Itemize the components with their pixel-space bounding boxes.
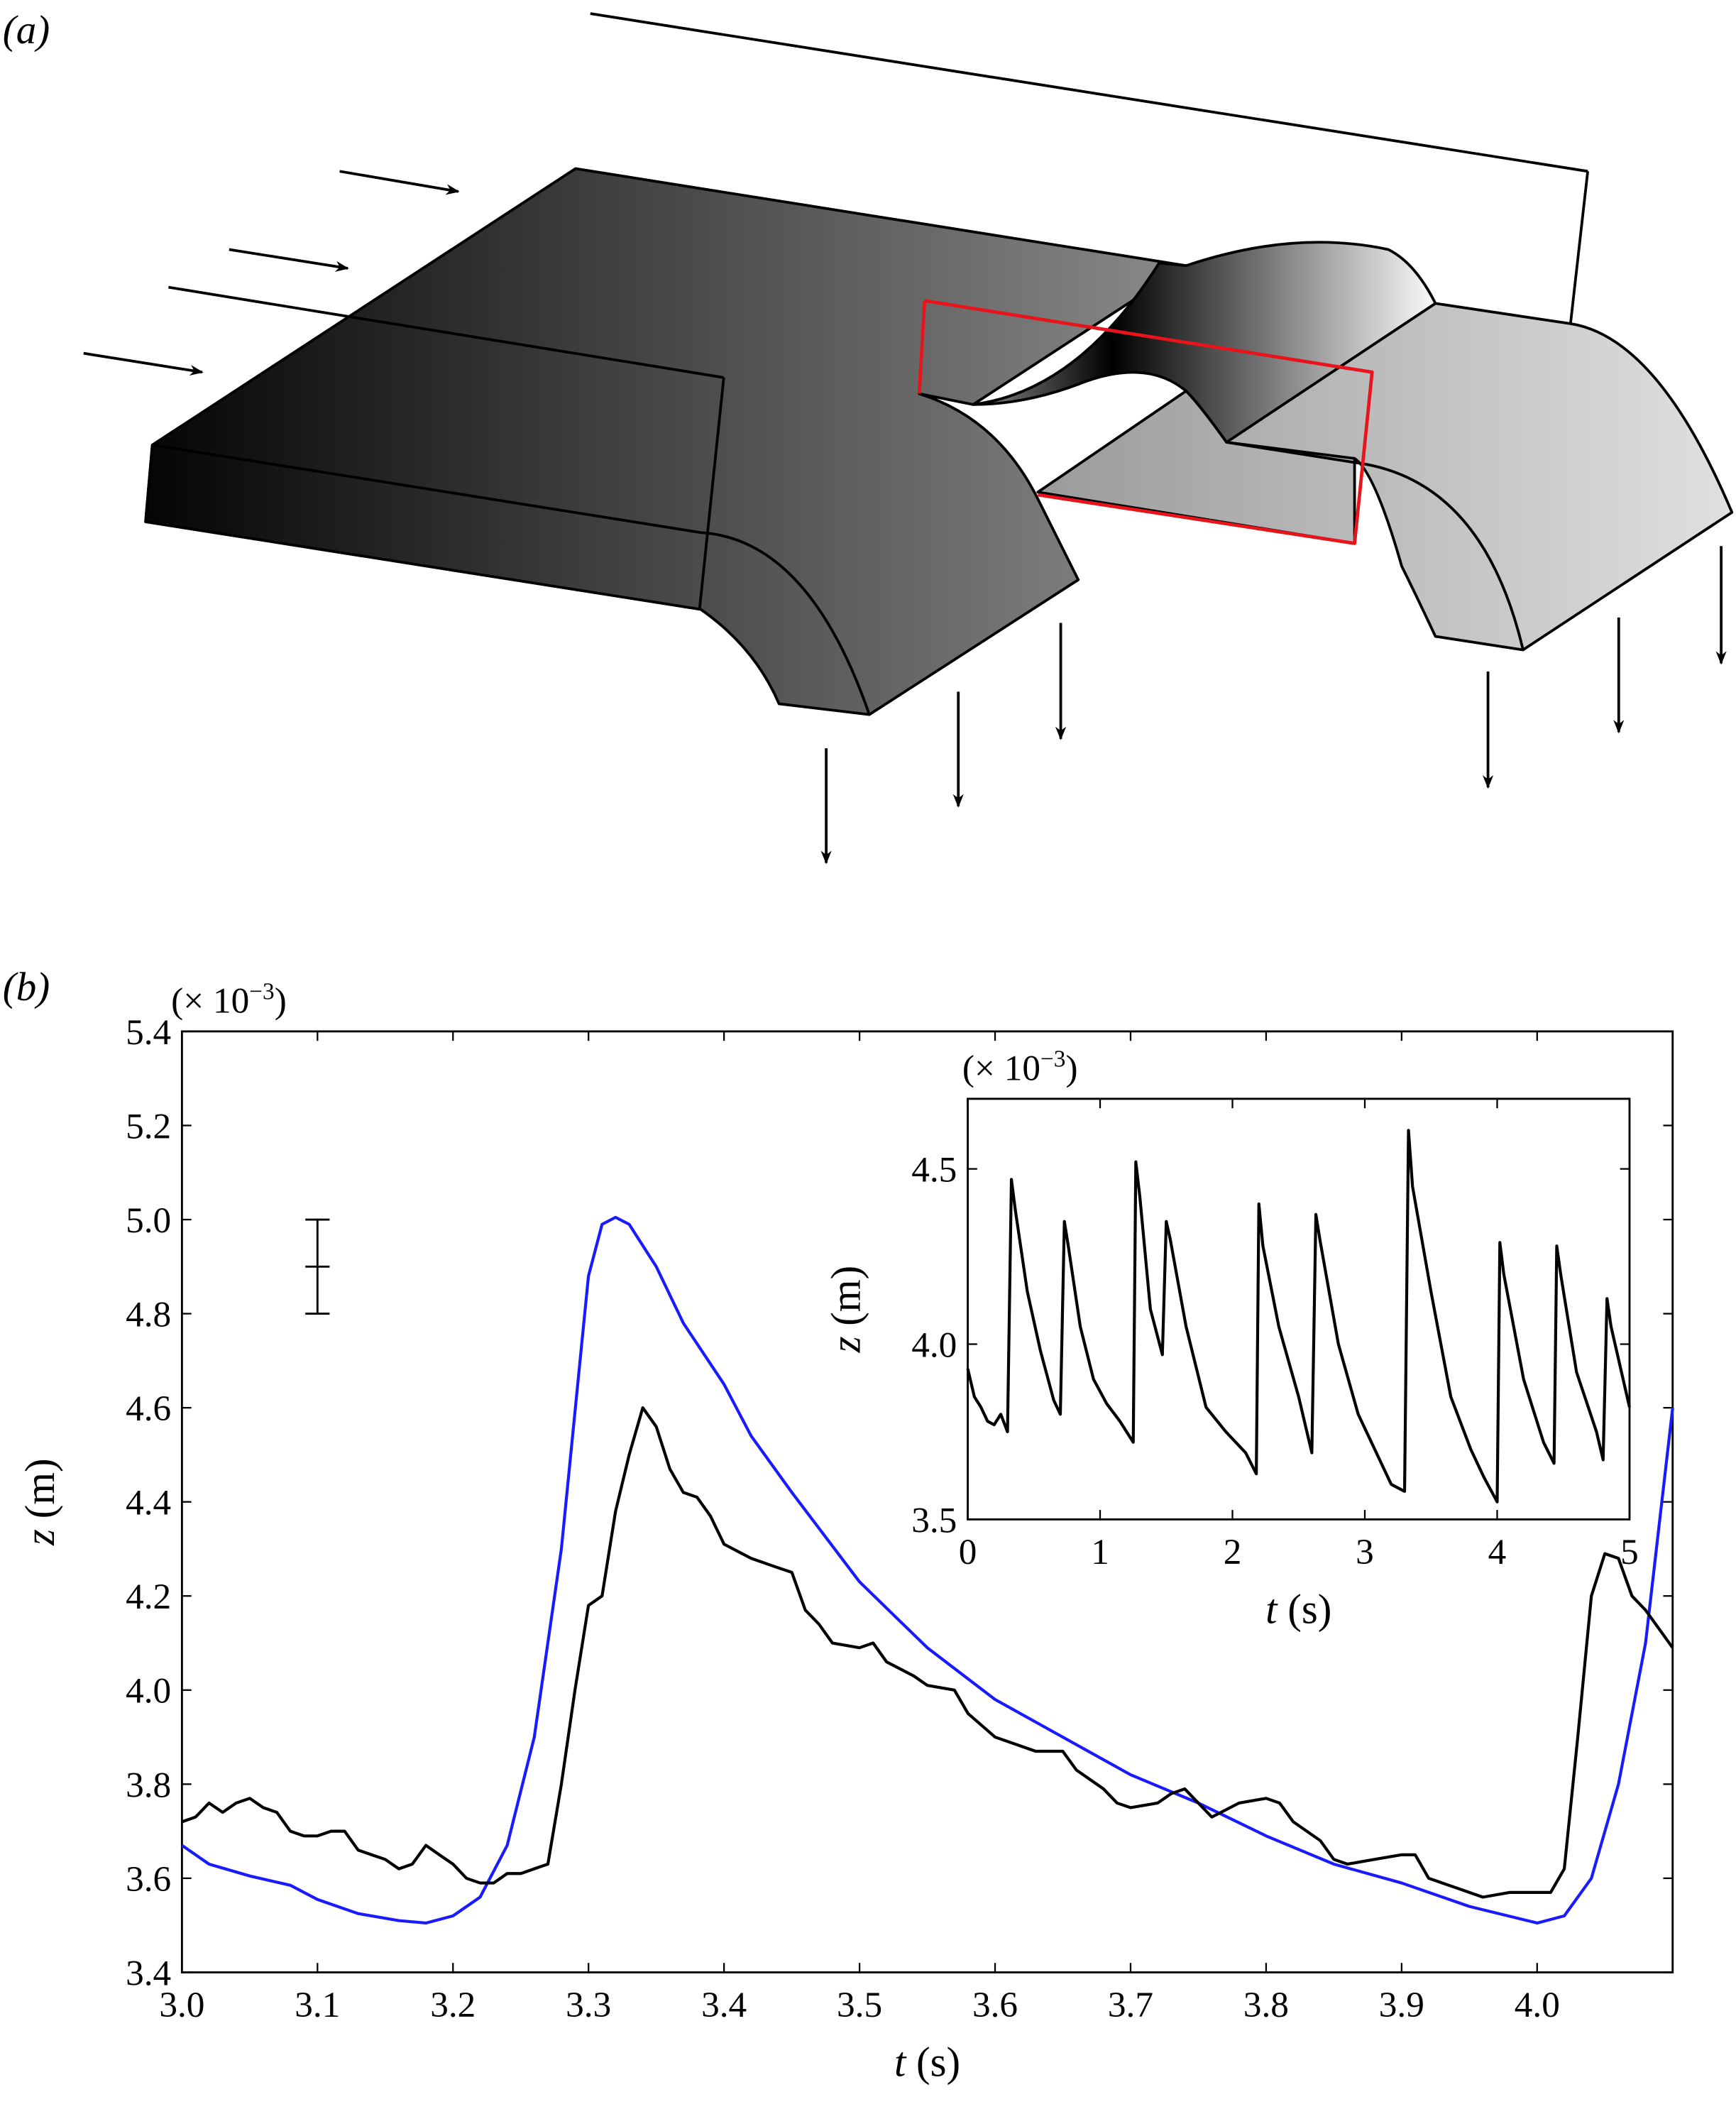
x-axis-label-unit: (s) — [1278, 1587, 1332, 1633]
y-tick-label: 3.4 — [126, 1953, 171, 1993]
y-tick-label: 3.8 — [126, 1765, 171, 1805]
y-tick-label: 3.6 — [126, 1859, 171, 1900]
y-multiplier-base: (× 10 — [962, 1048, 1040, 1088]
y-multiplier-close: ) — [275, 980, 287, 1021]
y-axis-label: z (m) — [17, 1458, 63, 1546]
x-tick-label: 1 — [1091, 1532, 1109, 1572]
x-tick-label: 3.3 — [566, 1985, 611, 2025]
y-tick-label: 4.4 — [126, 1483, 171, 1523]
x-axis-label-symbol: t — [1265, 1587, 1278, 1633]
x-tick-label: 3.7 — [1108, 1985, 1153, 2025]
y-tick-label: 4.0 — [126, 1671, 171, 1712]
y-multiplier-base: (× 10 — [171, 980, 249, 1021]
y-axis-label-symbol: z — [17, 1529, 63, 1546]
x-tick-label: 4 — [1488, 1532, 1507, 1572]
plot-frame — [967, 1097, 1631, 1521]
x-axis-label: t (s) — [1265, 1587, 1331, 1633]
x-tick-label: 4.0 — [1515, 1985, 1560, 2025]
y-tick-label: 4.0 — [911, 1325, 957, 1365]
right-front-curve — [1226, 441, 1525, 650]
inflow-arrow — [229, 248, 349, 272]
series-line-blue — [181, 1215, 1674, 1925]
x-axis-label: t (s) — [894, 2039, 960, 2086]
y-multiplier: (× 10−3) — [171, 978, 287, 1021]
y-tick-label: 5.4 — [126, 1012, 171, 1053]
y-multiplier: (× 10−3) — [962, 1046, 1078, 1088]
x-tick-label: 3.1 — [295, 1985, 340, 2025]
series-line-black — [966, 1129, 1632, 1504]
y-tick-label: 4.6 — [126, 1389, 171, 1429]
inflow-arrow — [339, 170, 460, 195]
x-tick-label: 3.9 — [1379, 1985, 1424, 2025]
panel-b-label: (b) — [3, 965, 50, 1009]
x-tick-label: 3.0 — [159, 1985, 204, 2025]
y-tick-label: 4.5 — [911, 1150, 957, 1190]
x-tick-label: 3.8 — [1243, 1985, 1289, 2025]
y-tick-label: 5.2 — [126, 1106, 171, 1146]
y-axis-label-symbol: z — [823, 1336, 869, 1353]
y-tick-label: 5.0 — [126, 1200, 171, 1241]
y-tick-label: 4.2 — [126, 1577, 171, 1617]
x-tick-label: 0 — [959, 1532, 977, 1572]
x-axis-label-symbol: t — [894, 2039, 907, 2086]
weir-hump — [972, 241, 1437, 444]
left-front-face — [152, 443, 871, 716]
y-multiplier-close: ) — [1065, 1048, 1077, 1088]
frame-line — [1569, 171, 1589, 327]
y-axis-label-unit: (m) — [17, 1458, 63, 1529]
inset-chart: 0 1 2 3 4 5 3.5 4.0 4.5 t (s) z (m) (× 10−3) — [823, 1046, 1639, 1632]
y-axis-label: z (m) — [823, 1266, 869, 1354]
x-tick-label: 3.2 — [430, 1985, 476, 2025]
y-tick-label: 3.5 — [911, 1500, 957, 1540]
x-tick-label: 5 — [1620, 1532, 1639, 1572]
x-tick-label: 3 — [1356, 1532, 1374, 1572]
x-tick-label: 3.4 — [701, 1985, 747, 2025]
left-slab — [144, 167, 1188, 716]
inflow-arrow — [83, 351, 204, 376]
x-tick-label: 3.6 — [972, 1985, 1018, 2025]
x-tick-label: 3.5 — [837, 1985, 882, 2025]
y-multiplier-exponent: −3 — [1040, 1046, 1065, 1072]
frame-line — [590, 12, 1588, 173]
series-line-black — [181, 1406, 1674, 1899]
measurement-window — [917, 299, 1374, 545]
x-tick-label: 2 — [1224, 1532, 1242, 1572]
frame-line — [168, 285, 725, 379]
x-axis-label-unit: (s) — [906, 2039, 960, 2086]
y-multiplier-exponent: −3 — [249, 978, 274, 1004]
y-axis-label-unit: (m) — [823, 1266, 869, 1337]
panel-a-label: (a) — [3, 8, 50, 53]
slab-edge — [144, 444, 154, 522]
frame-line — [698, 377, 725, 610]
flow-diagram — [83, 12, 1734, 865]
y-tick-label: 4.8 — [126, 1295, 171, 1335]
